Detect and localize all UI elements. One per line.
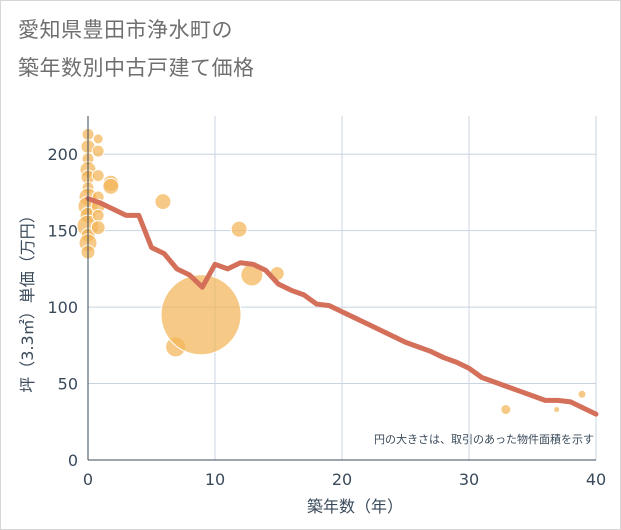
x-tick-label-1: 10: [205, 470, 225, 489]
size-note: 円の大きさは、取引のあった物件面積を示す: [374, 432, 594, 446]
x-tick-label-0: 0: [83, 470, 93, 489]
grid-lines: [87, 116, 597, 461]
bubble-point-13: [92, 133, 104, 145]
bubble-point-28: [500, 404, 512, 416]
y-tick-label-2: 100: [47, 298, 78, 317]
x-tick-label-4: 40: [586, 470, 606, 489]
bubble-point-18: [91, 208, 105, 222]
y-tick-label-3: 150: [47, 222, 78, 241]
axes: [87, 116, 596, 461]
y-tick-label-0: 0: [68, 451, 78, 470]
x-tick-label-3: 30: [459, 470, 479, 489]
trend-line-layer: [85, 196, 599, 417]
bubble-point-25: [230, 220, 248, 238]
chart-title-line2: 築年数別中古戸建て価格: [18, 56, 255, 80]
y-tick-label-4: 200: [47, 145, 78, 164]
bubble-point-29: [553, 406, 561, 414]
y-axis-label: 坪（3.3㎡）単価（万円）: [18, 207, 37, 392]
bubble-point-14: [91, 144, 105, 158]
bubble-point-21: [102, 177, 120, 195]
bubble-point-30: [577, 389, 587, 399]
bubble-point-24: [160, 274, 242, 356]
y-tick-label-1: 50: [58, 375, 78, 394]
bubble-point-15: [91, 169, 105, 183]
chart-title-line1: 愛知県豊田市浄水町の: [18, 18, 233, 42]
bubble-point-22: [154, 193, 172, 211]
x-tick-label-2: 20: [332, 470, 352, 489]
x-axis-label: 築年数（年）: [307, 497, 403, 516]
trend-line-0: [85, 196, 599, 417]
bubble-point-19: [90, 220, 106, 236]
bubble-layer: [76, 127, 587, 416]
tick-labels: 0 10 20 30 40 0 50 100 150 200: [47, 145, 606, 489]
